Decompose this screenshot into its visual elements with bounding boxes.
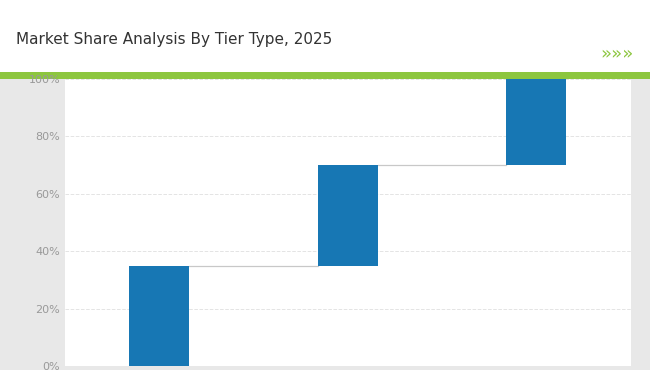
Bar [129, 266, 189, 366]
Text: »»»: »»» [601, 45, 634, 63]
Text: Market Share Analysis By Tier Type, 2025: Market Share Analysis By Tier Type, 2025 [16, 32, 333, 47]
Bar [318, 165, 378, 266]
Bar [506, 79, 566, 165]
